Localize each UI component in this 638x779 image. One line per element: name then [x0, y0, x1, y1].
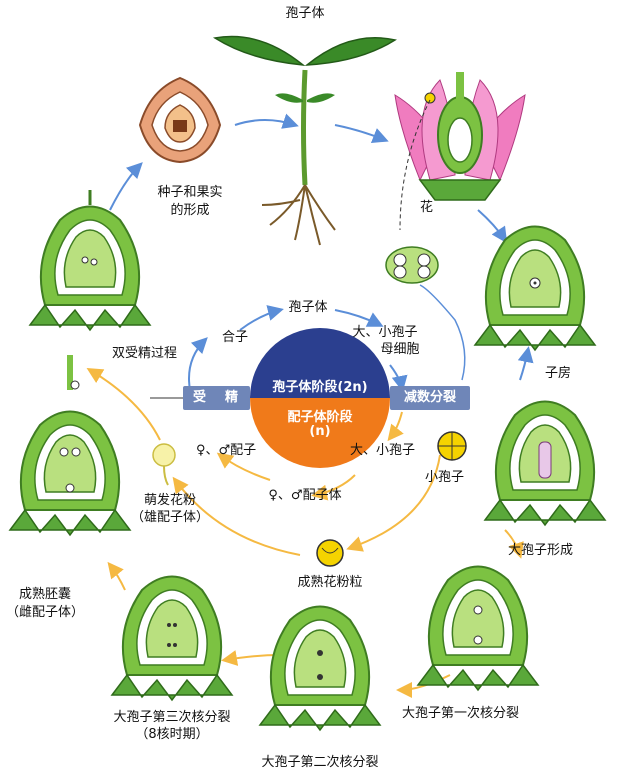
label-mature-sac-2: （雌配子体）	[5, 605, 85, 620]
second-division-ovule	[259, 605, 381, 731]
double-fertilization-ovule	[29, 190, 151, 331]
label-spores: 大、小孢子	[350, 443, 416, 458]
gametophyte-phase-label: 配子体阶段	[287, 410, 353, 425]
label-gametes: ♀、♂配子	[196, 443, 257, 458]
label-microspore: 小孢子	[425, 470, 465, 485]
megaspore-formation-ovule	[484, 400, 606, 526]
ovary-ovule	[474, 225, 596, 351]
label-mother-cell-2: 母细胞	[380, 342, 420, 357]
label-third-division-1: 大孢子第三次核分裂	[113, 710, 231, 725]
label-gametophyte: ♀、♂配子体	[268, 488, 342, 503]
sporophyte-plant-illustration	[212, 35, 397, 246]
mature-pollen-grain-icon	[316, 539, 344, 567]
label-second-division: 大孢子第二次核分裂	[261, 755, 379, 770]
label-flower: 花	[420, 200, 434, 215]
sporophyte-phase-half	[250, 328, 390, 398]
label-first-division: 大孢子第一次核分裂	[402, 706, 520, 721]
label-seed-fruit-1: 种子和果实	[157, 185, 223, 200]
gametophyte-phase-half	[250, 398, 390, 468]
label-zygote: 合子	[222, 330, 249, 345]
label-third-division-2: （8核时期）	[135, 727, 209, 742]
label-mature-pollen: 成熟花粉粒	[297, 575, 363, 590]
germinating-pollen-icon	[152, 443, 176, 486]
microspore-tetrad-icon	[437, 431, 467, 461]
fertilization-label-left: 受	[193, 390, 207, 405]
label-ovary: 子房	[545, 366, 572, 381]
label-mature-sac-1: 成熟胚囊	[18, 587, 72, 602]
first-division-ovule	[417, 565, 539, 691]
label-seed-fruit-2: 的形成	[170, 203, 210, 218]
meiosis-band: 减数分裂	[390, 386, 470, 410]
seed-fruit-illustration	[138, 76, 222, 164]
gametophyte-phase-n: (n)	[309, 424, 331, 439]
fertilization-band: 受 精	[183, 386, 250, 410]
label-megaspore-formation: 大孢子形成	[508, 543, 574, 558]
label-double-fertilization: 双受精过程	[112, 346, 178, 361]
fertilization-label-right: 精	[225, 390, 239, 405]
label-sporophyte-top: 孢子体	[285, 6, 325, 21]
flower-illustration	[394, 72, 526, 231]
label-mother-cell-1: 大、小孢子	[352, 325, 418, 340]
mature-embryo-sac-ovule	[9, 355, 131, 536]
label-germinating-pollen-1: 萌发花粉	[143, 493, 197, 508]
sporophyte-phase-label: 孢子体阶段(2n)	[272, 380, 368, 395]
meiosis-label: 减数分裂	[403, 390, 456, 405]
anther-cross-section	[385, 246, 439, 284]
label-cycle-sporophyte: 孢子体	[288, 300, 328, 315]
zygote-connector-dot	[70, 380, 80, 390]
label-germinating-pollen-2: （雄配子体）	[130, 510, 210, 525]
third-division-ovule	[111, 575, 233, 701]
